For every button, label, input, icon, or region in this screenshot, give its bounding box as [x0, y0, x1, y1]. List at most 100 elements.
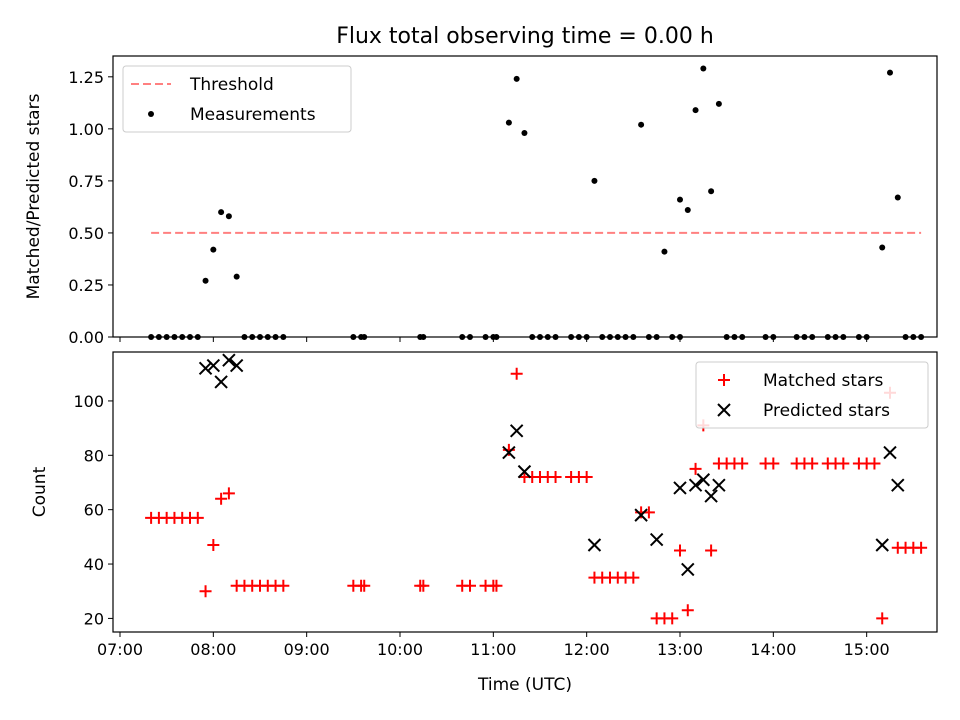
matched-star-point [215, 492, 228, 505]
legend-box [122, 65, 352, 133]
y-tick-label: 80 [84, 446, 104, 465]
matched-star-point [277, 579, 290, 592]
x-tick-label: 14:00 [750, 640, 796, 659]
measurement-point [155, 334, 162, 340]
predicted-star-point [875, 538, 889, 552]
measurement-point [148, 111, 154, 117]
y-tick-label: 0.75 [68, 172, 104, 191]
matched-star-point [868, 457, 881, 470]
predicted-star-point [229, 358, 244, 373]
measurement-point [148, 334, 155, 340]
legend-label: Predicted stars [763, 401, 890, 421]
top-panel: 0.00 0.25 0.50 0.75 1.00 1.25 Matched/Predicte… [24, 55, 938, 347]
measurement-point [537, 334, 543, 340]
matched-star-point [666, 612, 679, 625]
legend-label: Threshold [189, 75, 274, 95]
measurement-point [824, 334, 831, 340]
measurement-point [645, 334, 652, 340]
measurement-point [272, 334, 279, 340]
measurement-point [187, 334, 193, 340]
measurement-point [591, 177, 598, 184]
measurement-point [171, 334, 178, 340]
measurement-point [677, 196, 683, 203]
predicted-star-point [222, 353, 236, 367]
measurement-point [840, 334, 847, 340]
measurement-point [249, 334, 256, 340]
measurement-point [793, 334, 800, 340]
measurement-point [879, 244, 886, 251]
matched-star-point [915, 541, 928, 554]
measurement-point [264, 334, 271, 340]
measurement-point [583, 334, 590, 340]
predicted-star-point [681, 562, 695, 577]
measurement-point [233, 273, 240, 280]
measurement-point [202, 277, 209, 284]
measurement-point [552, 334, 559, 340]
matched-star-point [837, 457, 850, 470]
matched-star-point [222, 487, 235, 500]
measurement-point [257, 334, 263, 340]
measurement-point [505, 119, 512, 126]
measurement-point [607, 334, 613, 340]
measurement-point [482, 334, 489, 340]
measurement-point [361, 334, 368, 340]
bottom-panel: 20 40 60 80 100 07:00 08:00 09:00 10:00 11:00 12:0… [30, 351, 938, 695]
matched-star-point [674, 544, 686, 557]
predicted-star-point [673, 481, 687, 495]
measurement-point [575, 334, 582, 340]
measurement-point [218, 209, 225, 216]
predicted-star-point [198, 361, 213, 376]
measurement-point [614, 334, 621, 340]
chart-title: Flux total observing time = 0.00 h [336, 24, 714, 49]
matched-star-point [490, 579, 503, 592]
predicted-star-point [717, 403, 731, 417]
legend-label: Matched stars [763, 371, 883, 391]
matched-star-point [191, 511, 204, 524]
measurement-point [622, 334, 629, 340]
matched-star-point [580, 471, 593, 484]
measurement-point [599, 334, 606, 340]
measurement-point [731, 334, 738, 340]
x-tick-label: 15:00 [844, 640, 890, 659]
matched-star-point [681, 604, 694, 617]
measurement-point [770, 334, 777, 340]
measurement-point [163, 334, 170, 340]
measurement-point [529, 334, 536, 340]
measurement-point [420, 334, 427, 340]
matched-star-point [767, 457, 780, 470]
predicted-star-point [634, 508, 648, 522]
measurement-point [715, 100, 722, 107]
y-tick-label: 1.25 [68, 68, 104, 87]
y-tick-label: 40 [84, 555, 104, 574]
measurement-point [855, 334, 862, 340]
x-tick-label: 10:00 [377, 640, 423, 659]
measurement-point [762, 334, 769, 340]
measurement-point [521, 130, 528, 137]
measurement-point [894, 194, 901, 201]
measurement-point [630, 334, 637, 340]
predicted-star-point [696, 473, 711, 487]
y-axis-label: Matched/Predicted stars [24, 93, 44, 299]
predicted-star-point [688, 478, 703, 492]
measurement-point [739, 334, 746, 340]
measurement-point [910, 334, 917, 340]
x-tick-label: 08:00 [190, 640, 236, 659]
matched-star-point [358, 579, 371, 592]
x-tick-label: 07:00 [97, 640, 143, 659]
measurement-point [677, 334, 683, 340]
matched-star-point [627, 571, 640, 584]
matched-star-point [689, 462, 702, 475]
measurement-point [467, 334, 473, 340]
predicted-star-point [883, 445, 897, 460]
y-tick-label: 0.00 [68, 328, 104, 347]
measurement-point [809, 334, 816, 340]
predicted-star-point [891, 478, 905, 492]
measurement-point [661, 248, 668, 255]
measurement-point [459, 334, 466, 340]
measurement-point [653, 334, 660, 340]
x-tick-label: 11:00 [470, 640, 516, 659]
measurement-point [493, 334, 500, 340]
legend-label: Measurements [190, 105, 316, 125]
predicted-star-point [704, 489, 718, 503]
